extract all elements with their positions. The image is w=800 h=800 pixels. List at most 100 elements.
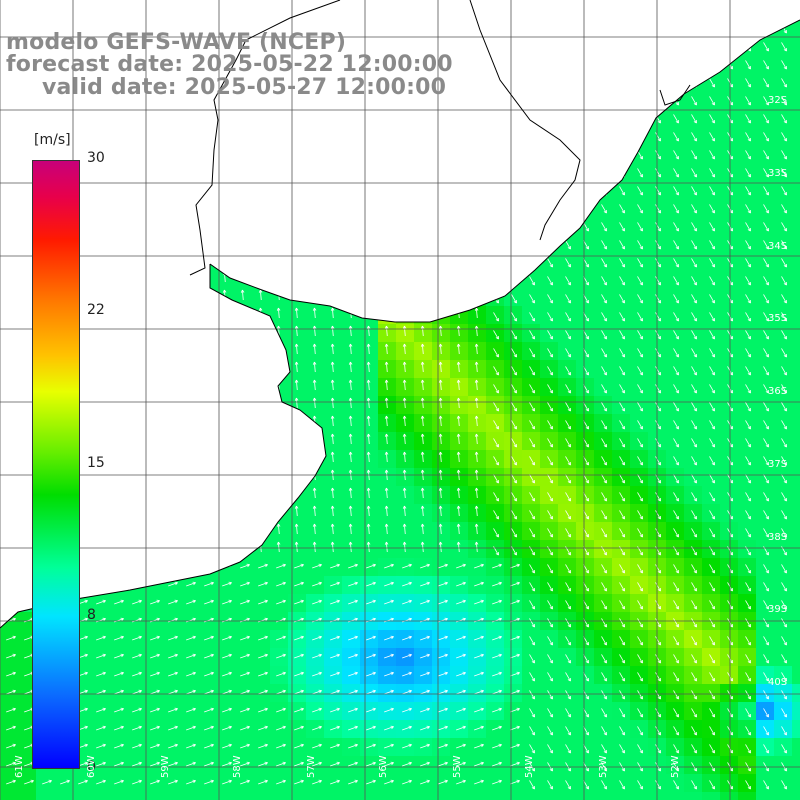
wind-speed-cell: [108, 540, 127, 559]
wind-arrow: [150, 343, 155, 355]
wind-arrow: [637, 204, 643, 214]
wind-arrow: [24, 415, 29, 427]
wind-arrow: [96, 127, 101, 139]
wind-speed-cell: [144, 396, 163, 415]
wind-speed-cell: [450, 270, 469, 289]
wind-arrow: [655, 312, 661, 322]
wind-arrow: [566, 6, 571, 15]
wind-arrow: [493, 186, 499, 196]
wind-speed-cell: [450, 54, 469, 73]
wind-speed-cell: [576, 0, 595, 19]
wind-arrow: [456, 217, 461, 229]
wind-speed-cell: [234, 162, 253, 181]
longitude-label: 61W: [14, 755, 25, 778]
wind-arrow: [24, 163, 29, 175]
wind-speed-cell: [324, 108, 343, 127]
wind-speed-cell: [360, 234, 379, 253]
wind-speed-cell: [108, 792, 127, 800]
wind-speed-cell: [90, 0, 109, 19]
wind-speed-cell: [468, 198, 487, 217]
wind-arrow: [240, 127, 245, 139]
wind-arrow: [673, 150, 679, 160]
wind-speed-cell: [792, 72, 800, 91]
wind-speed-cell: [378, 198, 397, 217]
wind-arrow: [114, 451, 119, 463]
wind-arrow: [366, 325, 371, 337]
wind-arrow: [330, 361, 335, 373]
wind-arrow: [456, 361, 461, 373]
wind-arrow: [366, 20, 371, 31]
wind-arrow: [511, 222, 517, 232]
wind-arrow: [330, 379, 335, 391]
wind-arrow: [6, 199, 11, 211]
wind-speed-cell: [252, 378, 271, 397]
wind-arrow: [565, 24, 571, 34]
wind-speed-cell: [630, 792, 649, 800]
wind-arrow: [474, 271, 479, 283]
wind-arrow: [312, 379, 317, 391]
wind-arrow: [348, 109, 353, 121]
wind-speed-cell: [162, 342, 181, 361]
wind-speed-cell: [288, 288, 307, 307]
wind-arrow: [384, 289, 389, 301]
wind-speed-cell: [702, 0, 721, 19]
wind-arrow: [186, 343, 191, 355]
colorbar-tick-label: 30: [87, 150, 105, 166]
wind-speed-cell: [270, 126, 289, 145]
wind-arrow: [222, 181, 227, 193]
wind-speed-cell: [792, 360, 800, 379]
wind-arrow: [276, 433, 281, 445]
wind-speed-cell: [792, 594, 800, 613]
wind-arrow: [420, 145, 425, 157]
wind-arrow: [24, 271, 29, 283]
wind-arrow: [402, 361, 407, 373]
wind-arrow: [619, 168, 625, 178]
wind-arrow: [511, 24, 517, 34]
wind-arrow: [294, 433, 299, 445]
wind-arrow: [312, 397, 317, 409]
wind-arrow: [781, 204, 787, 214]
wind-arrow: [276, 109, 281, 121]
wind-arrow: [493, 150, 499, 160]
wind-arrow: [745, 132, 751, 142]
wind-speed-cell: [144, 504, 163, 523]
wind-arrow: [420, 325, 425, 337]
wind-arrow: [601, 150, 607, 160]
wind-speed-cell: [90, 234, 109, 253]
wind-arrow: [512, 6, 517, 15]
wind-arrow: [420, 289, 425, 301]
wind-speed-cell: [306, 270, 325, 289]
wind-arrow: [384, 163, 389, 175]
wind-speed-cell: [450, 90, 469, 109]
wind-speed-cell: [270, 198, 289, 217]
wind-speed-cell: [540, 792, 559, 800]
wind-arrow: [6, 181, 11, 193]
wind-arrow: [547, 222, 553, 232]
longitude-label: 60W: [86, 755, 97, 778]
wind-speed-cell: [126, 108, 145, 127]
wind-arrow: [222, 163, 227, 175]
wind-speed-cell: [90, 576, 109, 595]
wind-arrow: [474, 37, 479, 49]
wind-arrow: [366, 271, 371, 283]
wind-arrow: [168, 361, 173, 373]
wind-arrow: [222, 325, 227, 337]
wind-arrow: [6, 563, 16, 569]
wind-speed-cell: [162, 144, 181, 163]
wind-arrow: [240, 361, 245, 373]
wind-arrow: [6, 397, 11, 409]
wind-speed-cell: [792, 450, 800, 469]
wind-arrow: [763, 240, 769, 250]
wind-speed-cell: [432, 306, 451, 325]
wind-speed-cell: [504, 20, 523, 37]
wind-speed-cell: [198, 306, 217, 325]
wind-speed-cell: [558, 54, 577, 73]
wind-speed-cell: [504, 144, 523, 163]
wind-speed-cell: [234, 792, 253, 800]
wind-speed-cell: [180, 558, 199, 577]
wind-arrow: [132, 523, 137, 535]
wind-speed-cell: [144, 288, 163, 307]
wind-speed-cell: [72, 0, 91, 19]
wind-speed-cell: [378, 162, 397, 181]
wind-arrow: [366, 181, 371, 193]
